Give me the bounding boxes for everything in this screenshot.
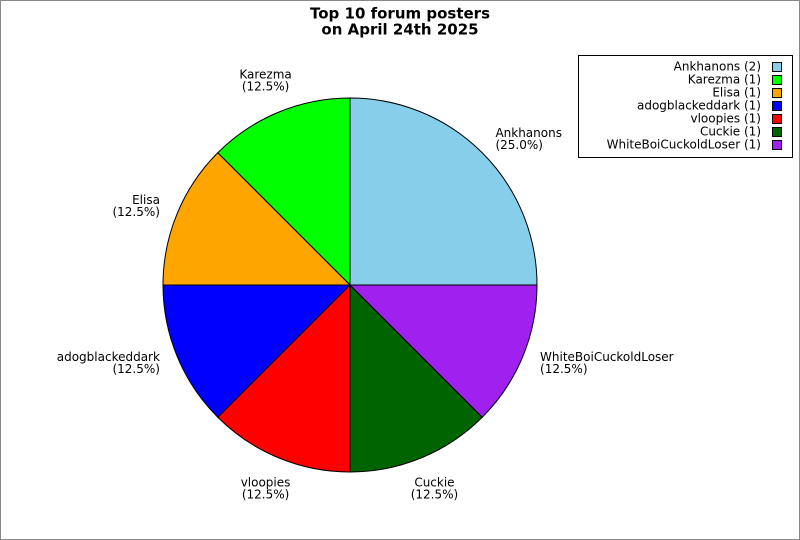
slice-label: vloopies xyxy=(241,475,291,489)
legend-label: Karezma (1) xyxy=(688,73,761,87)
pie-slice xyxy=(162,152,352,286)
legend-swatch xyxy=(772,127,782,137)
legend-label: Ankhanons (2) xyxy=(674,60,761,74)
pie-slice xyxy=(349,283,483,473)
slice-label: Cuckie xyxy=(414,475,454,489)
slice-label: Karezma xyxy=(239,68,291,82)
slice-value-label: (12.5%) xyxy=(112,362,159,376)
legend-swatch xyxy=(772,114,782,124)
legend-label: Elisa (1) xyxy=(712,86,761,100)
slice-value-label: (12.5%) xyxy=(242,80,289,94)
legend-box xyxy=(578,55,793,158)
legend-swatch xyxy=(772,101,782,111)
slice-label: Elisa xyxy=(132,193,160,207)
slice-value-label: (25.0%) xyxy=(495,138,542,152)
pie-slice xyxy=(349,97,538,286)
slice-value-label: (12.5%) xyxy=(540,362,587,376)
legend-swatch xyxy=(772,75,782,85)
pie-slice xyxy=(162,284,352,418)
legend-swatch xyxy=(772,88,782,98)
chart-title: Top 10 forum posters xyxy=(310,5,490,23)
slice-value-label: (12.5%) xyxy=(411,487,458,501)
legend-label: adogblackeddark (1) xyxy=(637,99,761,113)
legend-swatch xyxy=(772,62,782,72)
pie-slice xyxy=(217,97,351,287)
legend-label: vloopies (1) xyxy=(690,112,761,126)
legend-label: Cuckie (1) xyxy=(700,125,761,139)
chart-title: on April 24th 2025 xyxy=(321,21,478,39)
slice-value-label: (12.5%) xyxy=(112,205,159,219)
pie-slice xyxy=(217,283,351,473)
legend-swatch xyxy=(772,140,782,150)
pie-slice xyxy=(348,284,538,418)
slice-label: adogblackeddark xyxy=(57,350,160,364)
legend-label: WhiteBoiCuckoldLoser (1) xyxy=(607,138,761,152)
slice-value-label: (12.5%) xyxy=(242,487,289,501)
slice-label: WhiteBoiCuckoldLoser xyxy=(540,350,674,364)
slice-label: Ankhanons xyxy=(495,126,562,140)
